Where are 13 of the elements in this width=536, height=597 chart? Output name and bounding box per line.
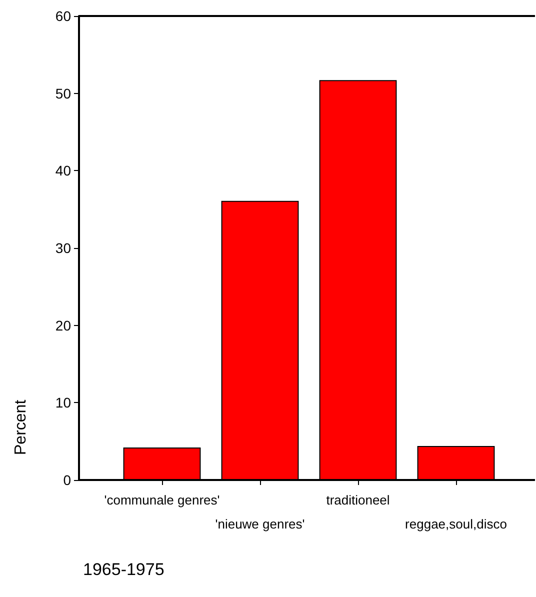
text: 1965-1975: [83, 560, 164, 579]
y-tick-label: 30: [55, 240, 72, 256]
y-tick-label: 40: [55, 162, 72, 179]
y-tick-label: 50: [55, 85, 72, 102]
x-tick-label: 'communale genres': [104, 492, 220, 508]
y-axis-title: Percent: [12, 399, 30, 455]
y-tick-label: 10: [55, 394, 72, 411]
y-tick-label: 20: [55, 317, 72, 334]
y-tick-label: 0: [63, 472, 72, 488]
x-tick-label: traditioneel: [326, 492, 390, 508]
y-tick-label: 60: [55, 8, 72, 24]
x-tick-label: reggae,soul,disco: [405, 516, 507, 532]
x-tick-label: 'nieuwe genres': [215, 516, 305, 532]
